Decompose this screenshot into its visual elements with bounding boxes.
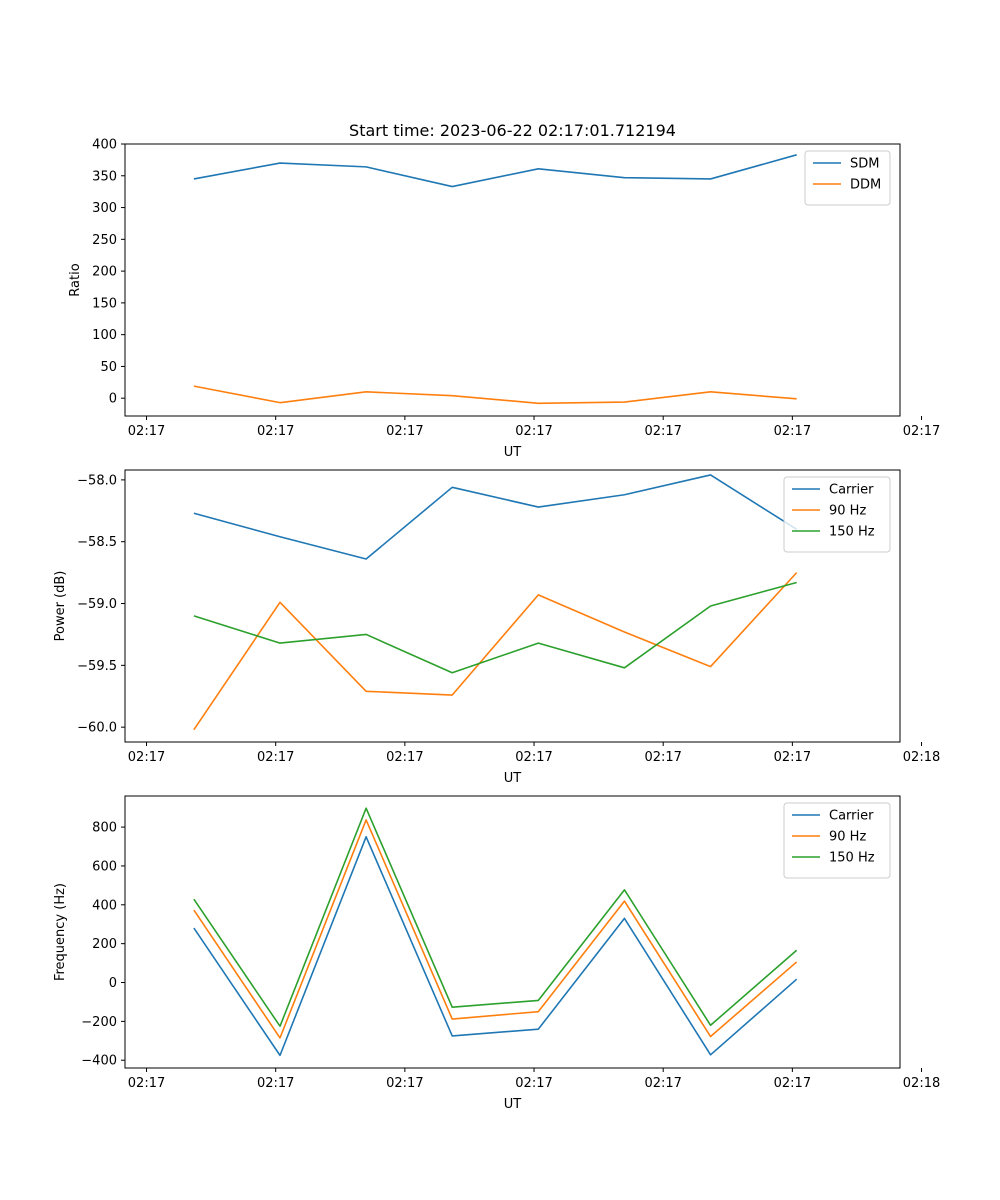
axes-frame (124, 469, 901, 743)
y-tick-label: 250 (92, 233, 117, 248)
series-line-150-hz (193, 581, 797, 674)
series-line-90-hz (193, 572, 798, 731)
x-tick-label: 02:17 (128, 424, 165, 439)
x-tick-label: 02:18 (903, 1076, 940, 1091)
legend-label: Carrier (829, 809, 874, 824)
axes-frame (124, 795, 901, 1069)
y-axis-label: Power (dB) (53, 571, 68, 642)
chart-panel-2: 02:17 02:17 02:17 02:17 02:17 02:17 02:18 −60.0… (53, 469, 940, 786)
chart-panel-3: 02:17 02:17 02:17 02:17 02:17 02:17 02:18 −400 −… (53, 795, 940, 1112)
legend-label: DDM (850, 178, 881, 193)
figure-title: Start time: 2023-06-22 02:17:01.712194 (349, 121, 676, 140)
chart-panel-1: 02:17 02:17 02:17 02:17 02:17 02:17 02:17 0 50 10… (68, 138, 940, 461)
x-tick-label: 02:17 (128, 750, 165, 765)
series-line-90-hz (193, 819, 798, 1039)
legend-label: SDM (850, 157, 879, 172)
y-tick-label: 300 (92, 201, 117, 216)
y-tick-label: 800 (92, 821, 117, 836)
legend-box (783, 476, 891, 553)
x-axis-label: UT (504, 771, 522, 786)
y-tick-label: 50 (100, 360, 117, 375)
x-tick-label: 02:17 (257, 750, 294, 765)
x-tick-label: 02:17 (774, 424, 811, 439)
legend-label: 90 Hz (829, 504, 866, 519)
y-tick-label: 350 (92, 169, 117, 184)
x-tick-label: 02:17 (644, 424, 681, 439)
series-line-carrier (193, 835, 798, 1057)
y-tick-label: 100 (92, 328, 117, 343)
x-axis-label: UT (504, 445, 522, 460)
y-axis-label: Frequency (Hz) (53, 883, 68, 981)
y-tick-label: 200 (92, 937, 117, 952)
x-tick-label: 02:17 (257, 424, 294, 439)
axes-frame (124, 143, 901, 417)
y-tick-label: 150 (92, 296, 117, 311)
x-tick-label: 02:17 (515, 750, 552, 765)
legend-label: 150 Hz (829, 851, 875, 866)
x-tick-label: 02:17 (515, 424, 552, 439)
x-tick-label: 02:17 (386, 424, 423, 439)
y-tick-label: −58.5 (77, 535, 117, 550)
y-tick-label: −60.0 (77, 721, 117, 736)
legend-label: 90 Hz (829, 830, 866, 845)
legend-label: Carrier (829, 483, 874, 498)
charts-container: 02:17 02:17 02:17 02:17 02:17 02:17 02:17 0 50 10… (53, 138, 940, 1113)
x-tick-label: 02:17 (644, 1076, 681, 1091)
y-tick-label: 400 (92, 138, 117, 153)
x-tick-label: 02:18 (903, 750, 940, 765)
series-line-sdm (193, 154, 797, 188)
y-tick-label: 200 (92, 265, 117, 280)
x-tick-label: 02:17 (903, 424, 940, 439)
series-line-ddm (193, 385, 797, 405)
x-tick-label: 02:17 (386, 750, 423, 765)
x-axis-label: UT (504, 1097, 522, 1112)
series-line-150-hz (193, 807, 798, 1028)
y-tick-label: −58.0 (77, 473, 117, 488)
legend-label: 150 Hz (829, 525, 875, 540)
x-tick-label: 02:17 (128, 1076, 165, 1091)
y-tick-label: 0 (109, 976, 117, 991)
x-tick-label: 02:17 (515, 1076, 552, 1091)
x-tick-label: 02:17 (644, 750, 681, 765)
legend-box (783, 802, 891, 879)
y-tick-label: −400 (81, 1054, 117, 1069)
x-tick-label: 02:17 (774, 750, 811, 765)
y-tick-label: 600 (92, 859, 117, 874)
x-tick-label: 02:17 (257, 1076, 294, 1091)
y-tick-label: 400 (92, 898, 117, 913)
x-tick-label: 02:17 (386, 1076, 423, 1091)
legend-box (804, 150, 891, 206)
y-tick-label: −59.0 (77, 597, 117, 612)
y-tick-label: 0 (109, 392, 117, 407)
y-tick-label: −59.5 (77, 659, 117, 674)
y-tick-label: −200 (81, 1015, 117, 1030)
y-axis-label: Ratio (68, 263, 83, 296)
x-tick-label: 02:17 (774, 1076, 811, 1091)
series-line-carrier (193, 474, 798, 560)
